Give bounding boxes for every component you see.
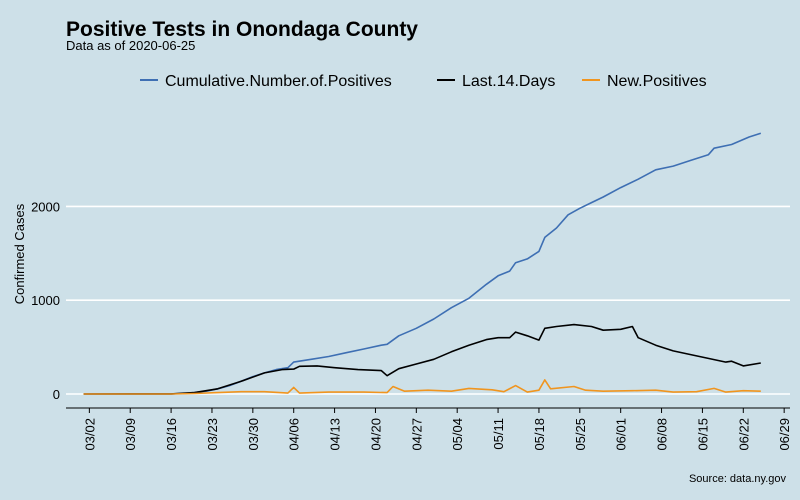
y-tick-label-2: 2000 [31, 199, 60, 214]
y-tick-label-1: 1000 [31, 293, 60, 308]
y-axis-label: Confirmed Cases [12, 203, 27, 304]
x-axis-ticks: 03/02 03/09 03/16 03/23 03/30 04/06 04/13 04/20… [82, 408, 792, 451]
x-tick-label-10: 05/11 [491, 418, 506, 450]
legend: Cumulative.Number.of.Positives Last.14.Da… [140, 73, 707, 90]
chart-title: Positive Tests in Onondaga County [66, 18, 418, 41]
x-tick-label-17: 06/29 [777, 418, 792, 451]
x-tick-label-14: 06/08 [655, 418, 670, 451]
legend-label-2: New.Positives [607, 73, 707, 90]
legend-label-0: Cumulative.Number.of.Positives [165, 73, 392, 90]
x-tick-label-6: 04/13 [328, 418, 343, 451]
x-tick-label-4: 03/30 [246, 418, 261, 451]
chart-subtitle: Data as of 2020-06-25 [66, 38, 195, 53]
x-tick-label-8: 04/27 [409, 418, 424, 451]
x-tick-label-7: 04/20 [368, 418, 383, 451]
x-tick-label-16: 06/22 [736, 418, 751, 451]
x-tick-label-0: 03/02 [82, 418, 97, 451]
y-tick-label-0: 0 [53, 387, 60, 402]
legend-label-1: Last.14.Days [462, 73, 555, 90]
y-axis-ticks: 0 1000 2000 [31, 199, 60, 402]
x-tick-label-12: 05/25 [573, 418, 588, 451]
x-tick-label-2: 03/16 [164, 418, 179, 451]
series-line-1 [83, 323, 761, 395]
series-lines [83, 132, 762, 395]
x-tick-label-13: 06/01 [614, 418, 629, 451]
x-tick-label-1: 03/09 [123, 418, 138, 451]
x-tick-label-3: 03/23 [205, 418, 220, 451]
series-line-2 [83, 379, 761, 395]
x-tick-label-9: 05/04 [450, 418, 465, 451]
source-caption: Source: data.ny.gov [689, 473, 787, 485]
x-tick-label-15: 06/15 [695, 418, 710, 451]
x-tick-label-11: 05/18 [532, 418, 547, 451]
x-tick-label-5: 04/06 [287, 418, 302, 451]
